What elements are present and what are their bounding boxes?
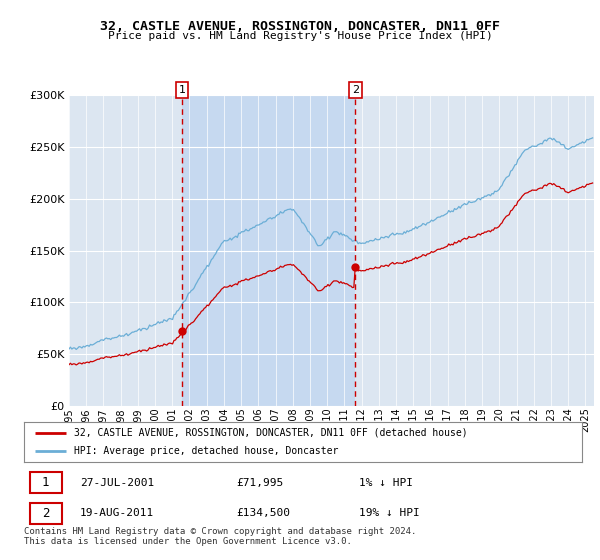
Text: 32, CASTLE AVENUE, ROSSINGTON, DONCASTER, DN11 0FF (detached house): 32, CASTLE AVENUE, ROSSINGTON, DONCASTER… <box>74 428 468 437</box>
Text: £71,995: £71,995 <box>236 478 283 488</box>
FancyBboxPatch shape <box>29 503 62 524</box>
Text: Contains HM Land Registry data © Crown copyright and database right 2024.
This d: Contains HM Land Registry data © Crown c… <box>24 526 416 546</box>
Text: 1: 1 <box>179 85 185 95</box>
Text: Price paid vs. HM Land Registry's House Price Index (HPI): Price paid vs. HM Land Registry's House … <box>107 31 493 41</box>
Text: 19-AUG-2011: 19-AUG-2011 <box>80 508 154 519</box>
Text: 32, CASTLE AVENUE, ROSSINGTON, DONCASTER, DN11 0FF: 32, CASTLE AVENUE, ROSSINGTON, DONCASTER… <box>100 20 500 32</box>
Text: 27-JUL-2001: 27-JUL-2001 <box>80 478 154 488</box>
Text: 1% ↓ HPI: 1% ↓ HPI <box>359 478 413 488</box>
Bar <box>182 95 355 406</box>
Text: 2: 2 <box>42 507 50 520</box>
Text: 2: 2 <box>352 85 359 95</box>
FancyBboxPatch shape <box>29 472 62 493</box>
Text: HPI: Average price, detached house, Doncaster: HPI: Average price, detached house, Donc… <box>74 446 338 456</box>
Text: £134,500: £134,500 <box>236 508 290 519</box>
Text: 1: 1 <box>42 476 50 489</box>
Text: 19% ↓ HPI: 19% ↓ HPI <box>359 508 419 519</box>
